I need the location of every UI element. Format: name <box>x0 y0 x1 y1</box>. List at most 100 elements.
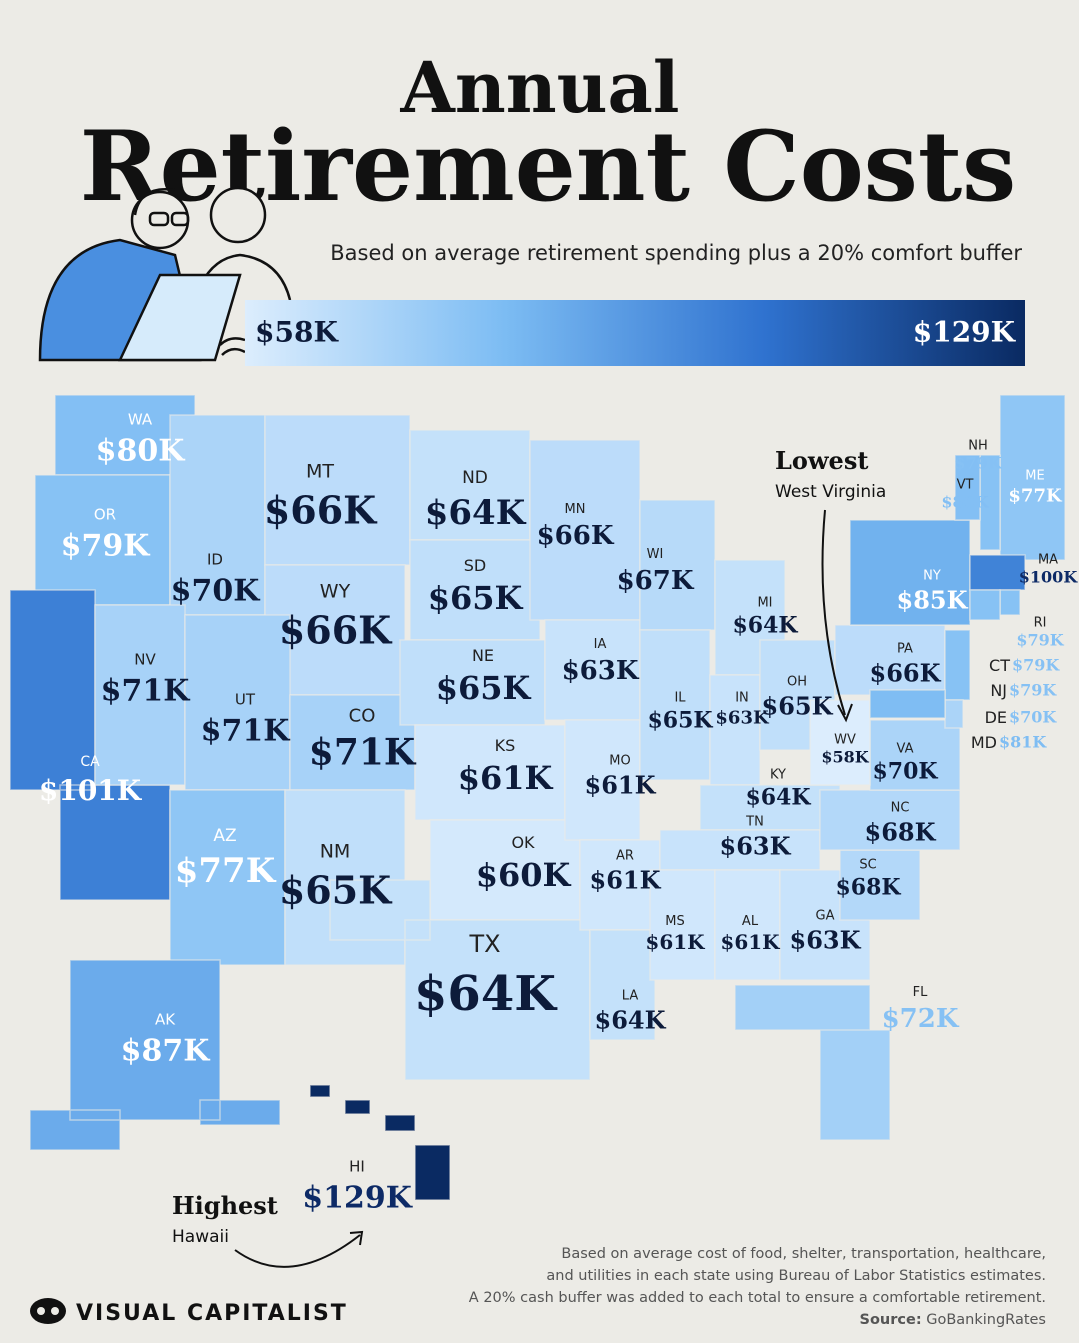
state-abbr: MD <box>971 733 997 752</box>
state-abbr: TN <box>745 815 764 830</box>
brand: VISUAL CAPITALIST <box>76 1301 348 1326</box>
state-value: $64K <box>595 1005 667 1034</box>
state-value: $81K <box>999 733 1047 752</box>
state-abbr: IA <box>594 637 607 652</box>
state <box>944 629 971 701</box>
state <box>954 454 981 521</box>
state-abbr: NJ <box>990 681 1007 700</box>
state <box>589 929 656 1041</box>
state <box>734 984 891 1141</box>
state-abbr: WV <box>834 732 856 747</box>
title-top: Annual <box>400 46 680 129</box>
subtitle: Based on average retirement spending plu… <box>330 241 1022 265</box>
state-value: $61K <box>720 930 780 954</box>
scale-min-label: $58K <box>255 316 339 349</box>
state-value: $60K <box>476 856 572 894</box>
state-abbr: CT <box>989 656 1010 675</box>
state-abbr: AZ <box>213 826 236 846</box>
state-abbr: IL <box>674 690 686 705</box>
state-value: $61K <box>458 759 554 797</box>
state-value: $66K <box>279 607 393 652</box>
state-value: $70K <box>171 574 261 609</box>
state-abbr: AK <box>155 1011 176 1029</box>
source-text: GoBankingRates <box>926 1312 1046 1328</box>
lowest-arrow <box>821 509 846 716</box>
state-abbr: MS <box>665 914 684 929</box>
state-value: $65K <box>647 708 713 734</box>
state-value: $87K <box>121 1034 211 1069</box>
state-value: $101K <box>39 774 143 807</box>
map <box>9 394 1066 1201</box>
state-abbr: CO <box>349 705 376 726</box>
state-value: $100K <box>1019 568 1079 587</box>
state-abbr: AR <box>616 849 634 864</box>
footnote-line: A 20% cash buffer was added to each tota… <box>469 1290 1046 1306</box>
source-label: Source: <box>860 1312 922 1328</box>
state-value: $70K <box>872 759 938 785</box>
state-value: $71K <box>309 732 417 774</box>
state-value: $64K <box>425 493 527 533</box>
state <box>969 589 1001 621</box>
state-value: $72K <box>882 1004 960 1034</box>
state-abbr: AL <box>742 914 759 929</box>
state <box>809 699 871 786</box>
state-abbr: MO <box>609 754 630 769</box>
state-value: $65K <box>428 579 524 617</box>
state-value: $79K <box>954 454 1002 473</box>
state <box>944 699 964 729</box>
state-value: $63K <box>715 707 770 728</box>
state <box>29 959 281 1151</box>
color-scale <box>245 300 1025 366</box>
state-abbr: LA <box>622 989 639 1004</box>
source: Source: GoBankingRates <box>860 1312 1046 1328</box>
state-abbr: MA <box>1038 552 1058 567</box>
map-labels: WA $80K OR $79K CA $101K ID $70K NV $71K MT $66K WY $… <box>39 411 1078 1216</box>
state-abbr: NV <box>134 651 156 669</box>
state-abbr: WY <box>320 581 351 603</box>
state-abbr: IN <box>735 691 749 706</box>
state-abbr: VA <box>897 741 914 756</box>
state <box>999 589 1021 616</box>
state-value: $77K <box>1008 485 1063 506</box>
state-abbr: SC <box>859 857 876 872</box>
state-abbr: WI <box>647 547 664 562</box>
state-value: $61K <box>585 770 657 799</box>
state <box>969 554 1026 591</box>
state-abbr: GA <box>816 909 835 924</box>
state-abbr: NC <box>891 801 910 816</box>
state-abbr: MN <box>565 502 586 517</box>
state-value: $63K <box>790 925 862 954</box>
state-abbr: ME <box>1025 469 1044 484</box>
state <box>849 519 971 626</box>
state <box>329 879 591 1081</box>
state-abbr: UT <box>235 691 256 709</box>
state-value: $71K <box>201 714 291 749</box>
state-value: $67K <box>617 566 695 596</box>
brand-logo <box>30 1298 66 1324</box>
state-value: $77K <box>175 851 277 891</box>
state-abbr: CA <box>80 754 100 770</box>
state-value: $80K <box>96 434 186 469</box>
state-value: $64K <box>732 613 798 639</box>
state-abbr: SD <box>464 556 486 575</box>
state-value: $129K <box>302 1181 412 1216</box>
state-abbr: NE <box>472 646 494 665</box>
state-abbr: NM <box>320 841 351 863</box>
state-abbr: ID <box>207 551 223 569</box>
state-abbr: OK <box>511 833 535 852</box>
lowest-text: West Virginia <box>775 482 886 502</box>
state-abbr: NH <box>968 438 988 453</box>
state-value: $71K <box>101 674 191 709</box>
state-abbr: ND <box>462 468 488 488</box>
highest-arrow <box>234 1234 361 1268</box>
highest-heading: Highest <box>172 1191 278 1220</box>
state-value: $65K <box>436 669 532 707</box>
lowest-arrowhead <box>837 703 853 723</box>
state-abbr: OR <box>94 506 116 524</box>
state-abbr: OH <box>787 675 807 690</box>
state-abbr: TX <box>468 930 500 958</box>
state-value: $65K <box>762 691 834 720</box>
state <box>309 1084 451 1201</box>
state-value: $80K <box>941 493 989 512</box>
